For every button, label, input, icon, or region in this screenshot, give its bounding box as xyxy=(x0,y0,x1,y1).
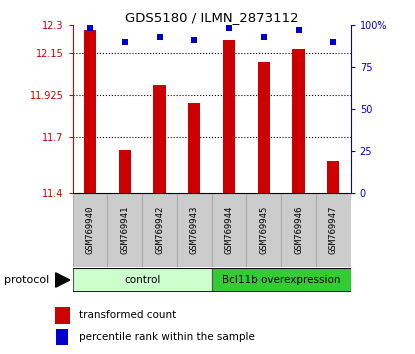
Point xyxy=(156,34,163,39)
Text: GSM769946: GSM769946 xyxy=(294,206,303,254)
Text: GSM769940: GSM769940 xyxy=(85,206,95,254)
Bar xyxy=(73,268,212,292)
Text: GSM769942: GSM769942 xyxy=(155,206,164,254)
Text: GSM769947: GSM769947 xyxy=(329,206,338,254)
Point xyxy=(261,34,267,39)
Text: GSM769941: GSM769941 xyxy=(120,206,129,254)
Bar xyxy=(212,268,351,292)
Point xyxy=(122,39,128,45)
Bar xyxy=(293,49,305,193)
Bar xyxy=(154,85,166,193)
Bar xyxy=(281,193,316,267)
Bar xyxy=(84,30,96,193)
Bar xyxy=(55,307,70,324)
Point xyxy=(87,25,93,31)
Bar xyxy=(212,193,247,267)
Bar xyxy=(142,193,177,267)
Bar xyxy=(56,329,68,345)
Text: protocol: protocol xyxy=(4,275,49,285)
Title: GDS5180 / ILMN_2873112: GDS5180 / ILMN_2873112 xyxy=(125,11,298,24)
Bar xyxy=(223,40,235,193)
Point xyxy=(226,25,232,31)
Point xyxy=(330,39,337,45)
Bar xyxy=(327,161,339,193)
Bar xyxy=(73,193,107,267)
Point xyxy=(191,37,198,43)
Text: Bcl11b overexpression: Bcl11b overexpression xyxy=(222,275,340,285)
Bar xyxy=(316,193,351,267)
Text: control: control xyxy=(124,275,160,285)
Bar xyxy=(247,193,281,267)
Text: GSM769944: GSM769944 xyxy=(225,206,234,254)
Text: transformed count: transformed count xyxy=(79,310,176,320)
Text: GSM769945: GSM769945 xyxy=(259,206,268,254)
Text: percentile rank within the sample: percentile rank within the sample xyxy=(79,332,255,342)
Bar xyxy=(188,103,200,193)
Bar xyxy=(177,193,212,267)
Bar xyxy=(258,62,270,193)
Bar xyxy=(119,150,131,193)
Polygon shape xyxy=(56,273,70,287)
Text: GSM769943: GSM769943 xyxy=(190,206,199,254)
Point xyxy=(295,27,302,33)
Bar xyxy=(107,193,142,267)
